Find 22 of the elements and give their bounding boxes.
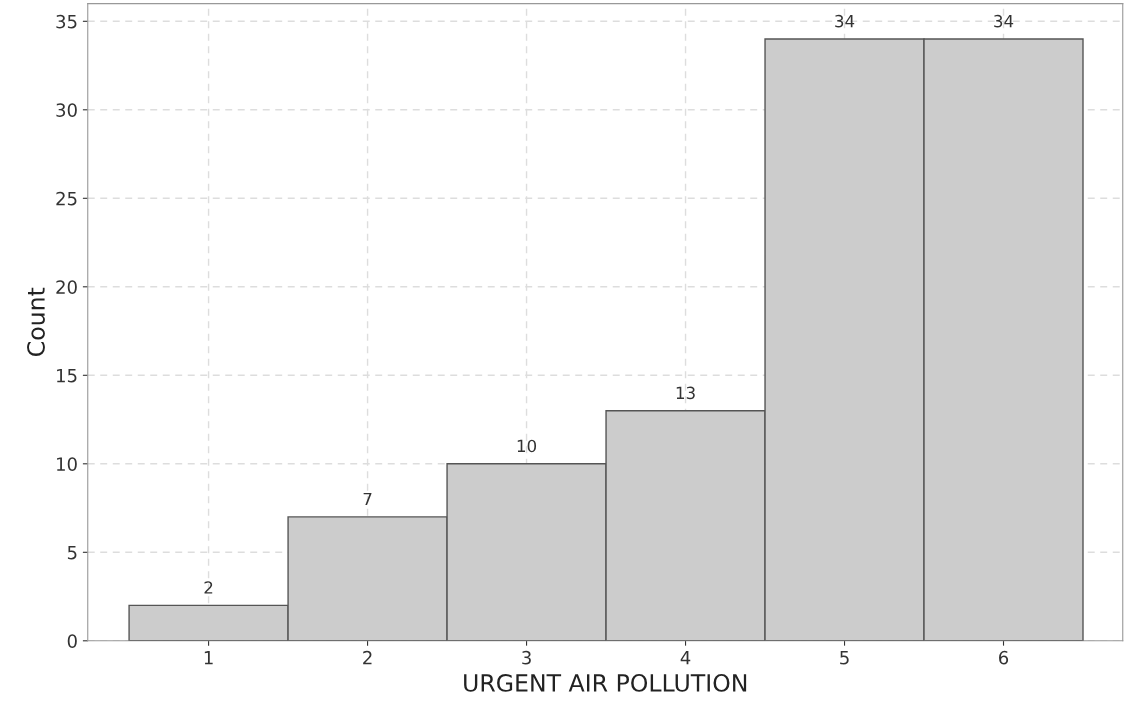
x-tick-label: 1 bbox=[204, 651, 213, 665]
data-label: 7 bbox=[363, 492, 372, 506]
data-label: 13 bbox=[676, 386, 695, 400]
y-tick-label: 25 bbox=[56, 191, 77, 206]
y-axis-title: Count bbox=[27, 287, 45, 356]
y-tick-label: 15 bbox=[57, 369, 77, 383]
x-tick-label: 6 bbox=[999, 650, 1009, 665]
x-tick-label: 2 bbox=[363, 650, 372, 665]
data-label: 34 bbox=[994, 14, 1014, 28]
data-label: 10 bbox=[517, 439, 537, 453]
x-tick-label: 5 bbox=[840, 651, 849, 665]
data-label: 34 bbox=[835, 14, 855, 28]
y-tick-label: 10 bbox=[57, 457, 77, 471]
x-tick-label: 4 bbox=[680, 651, 691, 665]
y-tick-label: 35 bbox=[56, 14, 77, 29]
y-tick-label: 0 bbox=[67, 634, 77, 648]
y-tick-label: 20 bbox=[56, 280, 77, 294]
x-tick-label: 3 bbox=[522, 650, 531, 665]
x-axis-title: URGENT AIR POLLUTION bbox=[464, 673, 747, 692]
data-label: 2 bbox=[204, 581, 213, 594]
y-tick-label: 30 bbox=[56, 103, 77, 117]
y-tick-label: 5 bbox=[67, 546, 77, 560]
